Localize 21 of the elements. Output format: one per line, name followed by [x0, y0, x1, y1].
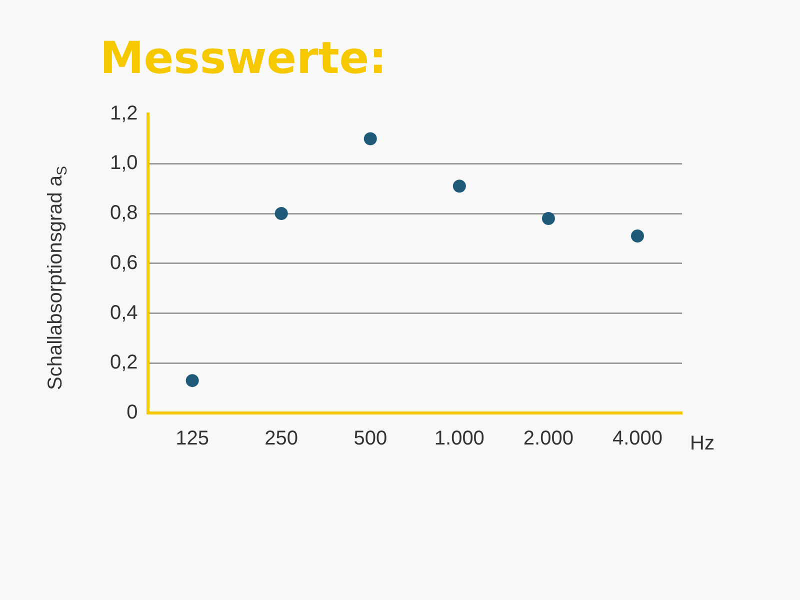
x-tick-label: 2.000 — [523, 428, 574, 450]
point — [274, 207, 288, 220]
point — [630, 229, 644, 242]
y-tick-label: 0 — [126, 402, 138, 424]
x-tick-label: 125 — [176, 428, 210, 450]
y-tick-label: 0,8 — [110, 202, 138, 224]
y-tick-label: 0,4 — [110, 302, 138, 324]
point — [452, 180, 466, 193]
x-axis-title: Hz — [690, 432, 714, 455]
x-tick-label: 250 — [264, 428, 298, 450]
y-tick-label: 0,2 — [110, 352, 138, 374]
x-tick-label: 4.000 — [612, 428, 663, 450]
chart-title: Messwerte: — [100, 32, 387, 84]
y-tick-label: 1,0 — [110, 152, 138, 174]
y-tick-label: 0,6 — [110, 252, 138, 274]
point — [364, 132, 377, 146]
point — [186, 374, 199, 388]
x-tick-label: 1.000 — [434, 428, 484, 450]
x-tick-label: 500 — [354, 428, 388, 450]
y-tick-label: 1,2 — [110, 102, 138, 124]
point — [542, 212, 555, 226]
